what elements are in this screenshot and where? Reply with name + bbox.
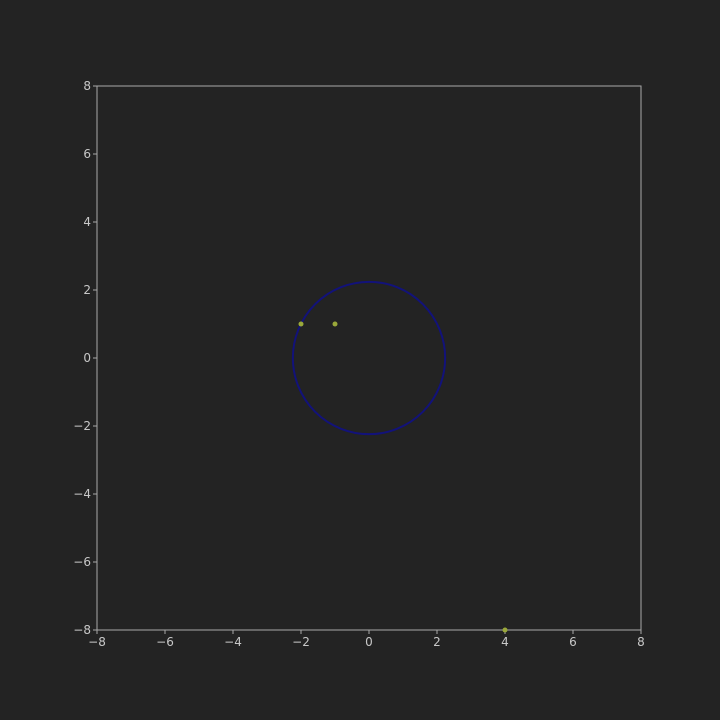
data-point: [502, 627, 508, 633]
y-tick-label: 0: [83, 351, 91, 365]
x-axis: −8 −6 −4 −2 0 2 4 6 8: [88, 630, 645, 649]
x-tick-label: 6: [569, 635, 577, 649]
x-tick-label: 4: [501, 635, 509, 649]
data-point: [332, 321, 338, 327]
x-tick-label: −6: [156, 635, 174, 649]
y-tick-label: −4: [73, 487, 91, 501]
plot-area-frame: [96, 85, 642, 631]
y-tick-label: 2: [83, 283, 91, 297]
y-tick-label: −8: [73, 623, 91, 637]
y-tick-label: 8: [83, 79, 91, 93]
y-tick-label: −2: [73, 419, 91, 433]
x-tick-label: 2: [433, 635, 441, 649]
plot-marks: [291, 280, 508, 633]
data-point: [298, 321, 304, 327]
x-tick-label: −2: [292, 635, 310, 649]
y-tick-label: −6: [73, 555, 91, 569]
y-axis: −8 −6 −4 −2 0 2 4 6 8: [73, 79, 97, 637]
x-tick-label: −8: [88, 635, 106, 649]
x-tick-label: 8: [637, 635, 645, 649]
y-tick-label: 4: [83, 215, 91, 229]
y-tick-label: 6: [83, 147, 91, 161]
x-tick-label: 0: [365, 635, 373, 649]
circle-outline: [291, 280, 447, 436]
x-tick-label: −4: [224, 635, 242, 649]
